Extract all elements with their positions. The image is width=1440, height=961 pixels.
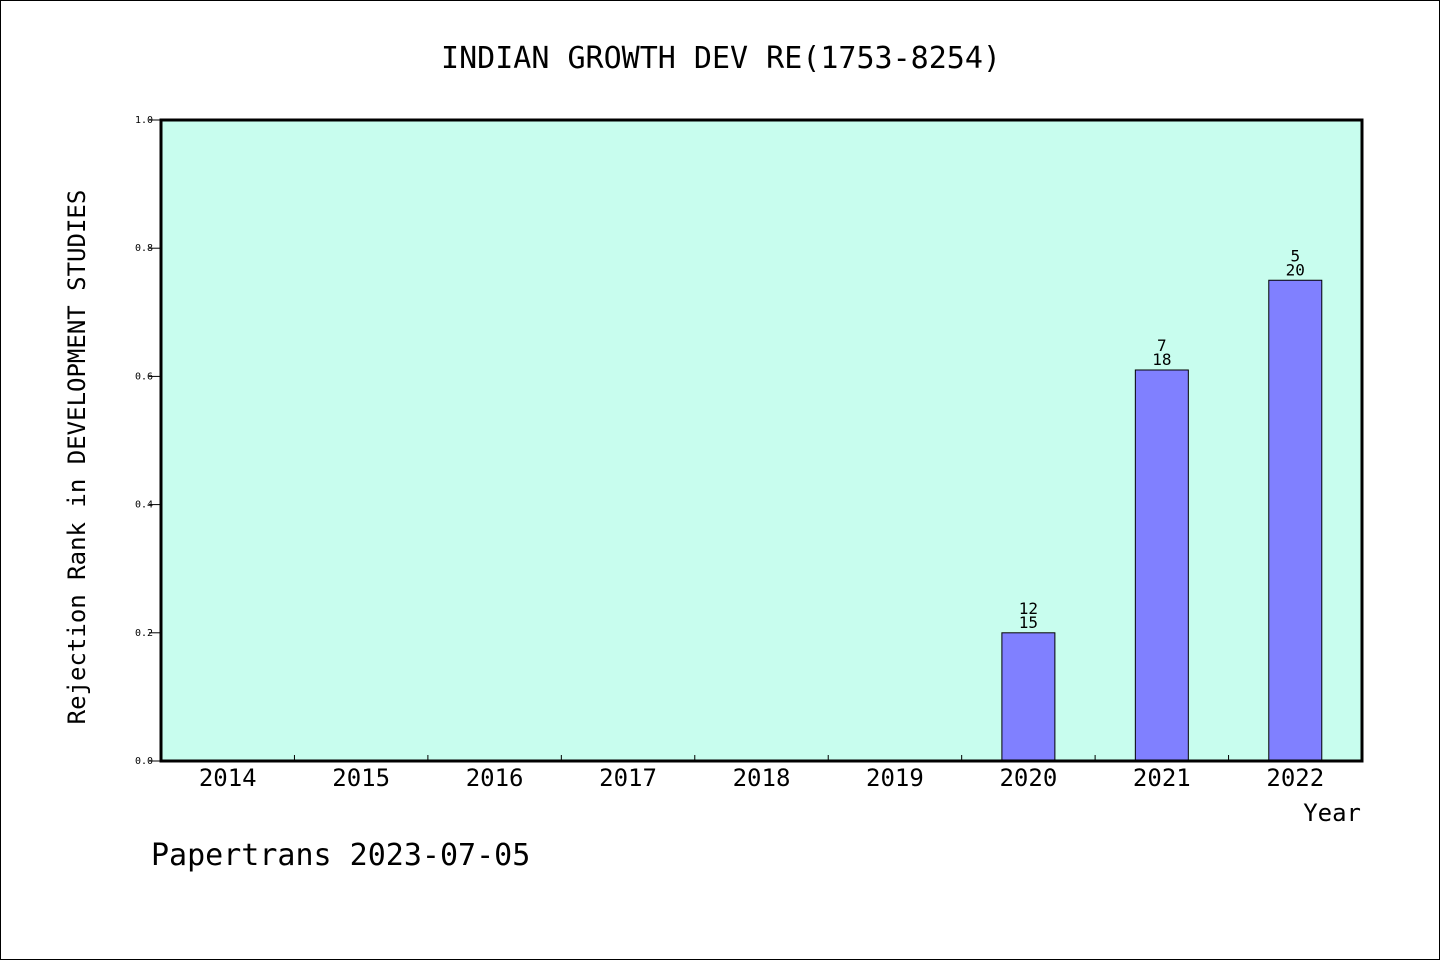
x-tick-label: 2016 — [466, 764, 524, 792]
bar-2020 — [1001, 632, 1056, 762]
x-tick-label: 2021 — [1133, 764, 1191, 792]
y-tick-label: 0.6 — [135, 371, 153, 382]
bar-label-top: 7 — [1157, 336, 1167, 355]
bar-2022 — [1268, 279, 1323, 762]
x-tick-label: 2014 — [199, 764, 257, 792]
x-tick-label: 2017 — [599, 764, 657, 792]
y-tick-label: 0.0 — [135, 756, 153, 767]
bar-label-top: 5 — [1290, 246, 1300, 265]
x-tick-label: 2015 — [332, 764, 390, 792]
y-axis-label: Rejection Rank in DEVELOPMENT STUDIES — [63, 190, 91, 725]
x-tick-label: 2020 — [999, 764, 1057, 792]
plot-border — [159, 118, 1364, 763]
x-tick-label: 2018 — [733, 764, 791, 792]
x-axis-ticks: 2014 2015 2016 2017 2018 2019 2020 2021 2022 — [199, 755, 1324, 792]
chart-title: INDIAN GROWTH DEV RE(1753-8254) — [441, 41, 1001, 76]
bar-label-bottom: 20 — [1286, 260, 1305, 279]
bar-label-bottom: 18 — [1152, 350, 1171, 369]
credit-text: Papertrans 2023-07-05 — [151, 838, 530, 873]
y-tick-label: 0.8 — [135, 243, 153, 254]
bar-2021 — [1134, 369, 1189, 762]
y-tick-label: 0.2 — [135, 628, 153, 639]
bar-label-top: 12 — [1019, 599, 1038, 618]
y-tick-label: 0.4 — [135, 500, 153, 511]
bar-label-bottom: 15 — [1019, 613, 1038, 632]
y-axis-ticks: 0.0 0.2 0.4 0.6 0.8 1.0 — [135, 115, 161, 767]
y-tick-label: 1.0 — [135, 115, 153, 126]
x-tick-label: 2019 — [866, 764, 924, 792]
x-axis-label: Year — [1303, 799, 1361, 827]
x-tick-label: 2022 — [1266, 764, 1324, 792]
